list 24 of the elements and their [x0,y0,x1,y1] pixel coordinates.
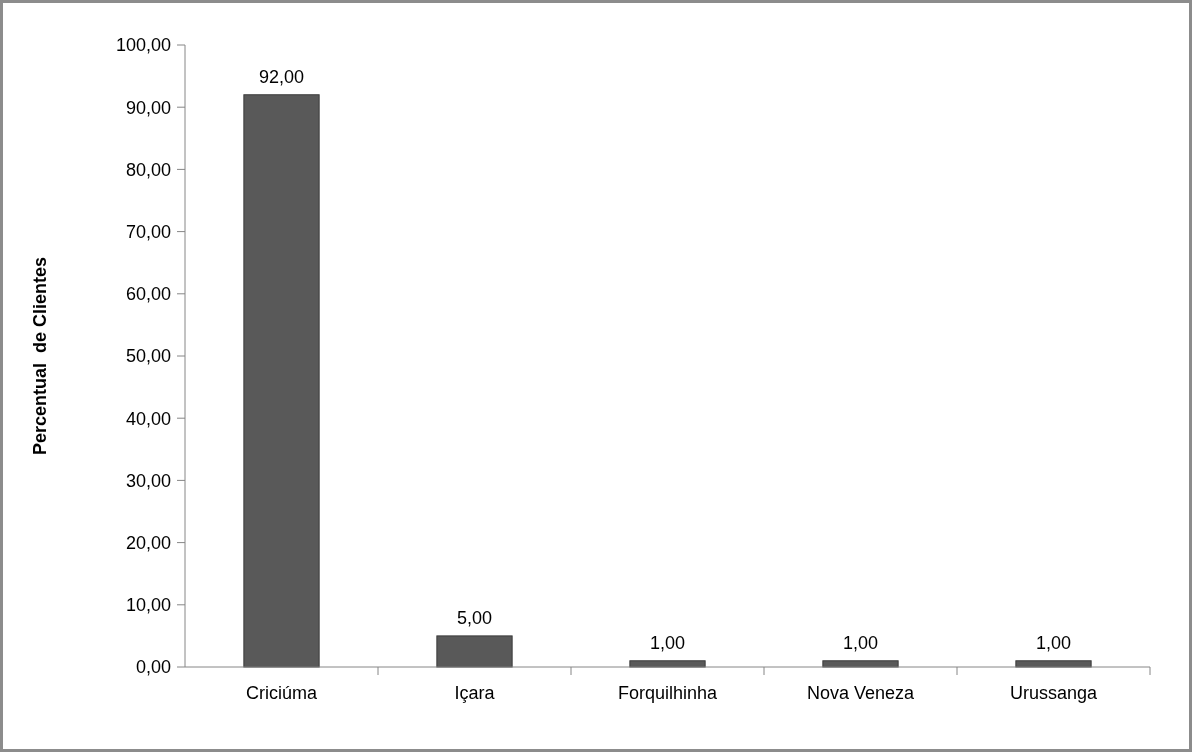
y-tick-label: 10,00 [125,595,171,616]
data-label: 92,00 [258,66,305,87]
y-tick-label: 90,00 [125,97,171,118]
y-tick-label: 0,00 [135,657,171,678]
x-tick-label: Criciúma [245,683,318,703]
x-tick-label: Forquilhinha [617,683,719,703]
data-label: 1,00 [1035,632,1072,653]
y-tick-label: 30,00 [125,470,171,491]
y-axis-title: Percentual de Clientes [30,256,50,456]
x-tick-label: Urussanga [1009,683,1099,703]
x-tick-label: Içara [454,683,496,703]
y-tick-label: 60,00 [125,284,171,305]
data-label: 1,00 [842,632,879,653]
bar [436,635,513,668]
y-tick-label: 40,00 [125,408,171,429]
y-tick-label: 20,00 [125,532,171,553]
y-tick-label: 100,00 [115,35,171,56]
bar [243,94,320,668]
y-tick-label: 80,00 [125,159,171,180]
x-tick-label: Nova Veneza [806,683,916,703]
data-label: 1,00 [649,632,686,653]
y-tick-label: 50,00 [125,346,171,367]
y-tick-label: 70,00 [125,221,171,242]
data-label: 5,00 [456,607,493,628]
